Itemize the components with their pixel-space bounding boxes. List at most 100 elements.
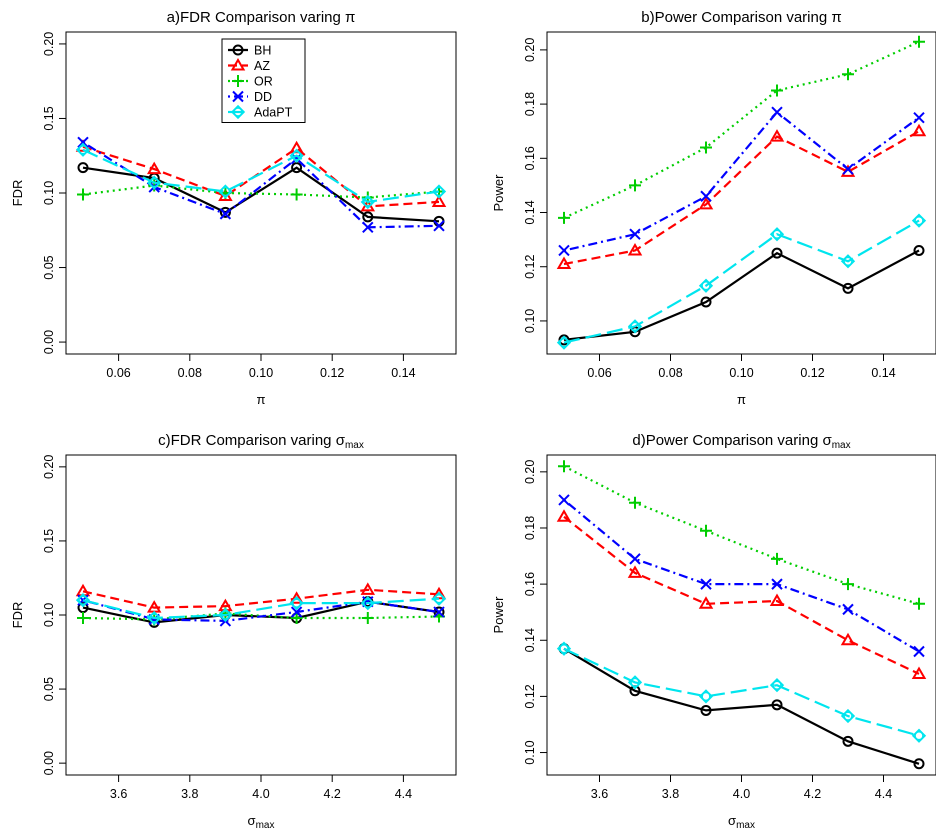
- x-tick-label: 3.8: [662, 787, 679, 801]
- data-point: [556, 641, 572, 656]
- data-point: [291, 162, 303, 174]
- legend-label: OR: [254, 75, 273, 89]
- data-point: [431, 184, 447, 199]
- data-point: [627, 565, 643, 578]
- legend-label: AZ: [254, 59, 270, 73]
- data-point: [290, 611, 303, 624]
- y-axis-label: FDR: [10, 602, 25, 629]
- data-point: [361, 611, 374, 624]
- data-point: [842, 578, 854, 591]
- data-point: [911, 123, 927, 137]
- series-az: [556, 509, 927, 679]
- data-point: [913, 35, 925, 48]
- data-point: [769, 678, 785, 693]
- data-point: [558, 211, 570, 224]
- x-tick-label: 0.08: [658, 366, 682, 380]
- y-tick-label: 0.10: [42, 181, 56, 205]
- plot-frame: [546, 454, 936, 776]
- data-point: [556, 335, 572, 350]
- y-tick-label: 0.18: [523, 516, 537, 540]
- data-point: [842, 68, 854, 81]
- y-tick-label: 0.10: [42, 603, 56, 627]
- data-point: [627, 242, 643, 256]
- data-point: [627, 675, 643, 690]
- data-point: [147, 175, 162, 190]
- series-az: [75, 582, 447, 613]
- data-point: [913, 645, 925, 658]
- legend-entry-dd: DD: [228, 90, 272, 104]
- x-tick-label: 4.2: [324, 787, 341, 801]
- data-point: [360, 194, 375, 210]
- data-point: [769, 227, 785, 242]
- data-point: [147, 610, 162, 626]
- data-point: [769, 129, 785, 142]
- y-axis-label: Power: [491, 596, 506, 634]
- data-point: [556, 509, 572, 522]
- data-point: [558, 334, 570, 346]
- series-bh: [558, 244, 925, 346]
- series-line: [563, 647, 920, 737]
- data-point: [629, 228, 641, 240]
- data-point: [771, 106, 783, 118]
- plot-frame: [546, 31, 936, 355]
- y-tick-label: 0.15: [42, 106, 56, 130]
- data-point: [771, 578, 783, 590]
- legend-marker: [230, 58, 246, 71]
- data-point: [77, 611, 89, 624]
- data-point: [771, 247, 783, 259]
- y-tick-label: 0.10: [523, 309, 537, 333]
- legend-entry-az: AZ: [228, 58, 270, 73]
- series-dd: [558, 494, 925, 658]
- y-tick-label: 0.12: [523, 684, 537, 708]
- x-tick-label: 0.06: [106, 366, 130, 380]
- series-adapt: [556, 641, 927, 743]
- data-point: [700, 141, 712, 154]
- y-axis-label: Power: [491, 174, 506, 212]
- legend-marker: [232, 75, 244, 87]
- data-point: [840, 708, 856, 724]
- y-tick-label: 0.10: [523, 740, 537, 764]
- legend-marker: [232, 90, 244, 103]
- x-tick-label: 0.14: [391, 366, 415, 380]
- x-tick-label: 0.08: [178, 366, 202, 380]
- data-point: [219, 206, 231, 218]
- series-line: [563, 647, 920, 765]
- series-or: [77, 179, 445, 204]
- panel-title: c)FDR Comparison varing σmax: [158, 432, 364, 451]
- x-axis-label: π: [257, 392, 266, 407]
- y-tick-label: 0.16: [523, 146, 537, 170]
- data-point: [558, 244, 570, 257]
- data-point: [433, 220, 445, 232]
- chart-panel-2: b)Power Comparison varing π 0.06 0.08 0.10 0…: [491, 9, 936, 407]
- series-or: [558, 35, 925, 224]
- data-point: [218, 184, 233, 199]
- data-point: [698, 278, 714, 293]
- data-point: [842, 282, 854, 294]
- series-line: [563, 40, 920, 219]
- legend-entry-adapt: AdaPT: [228, 104, 293, 120]
- x-tick-label: 0.06: [587, 366, 611, 380]
- data-point: [840, 632, 856, 646]
- y-axis-label: FDR: [10, 180, 25, 207]
- series-or: [558, 460, 925, 610]
- x-tick-label: 4.4: [395, 787, 412, 801]
- data-point: [431, 591, 447, 606]
- x-tick-label: 0.14: [871, 366, 895, 380]
- data-point: [629, 496, 641, 509]
- y-tick-label: 0.00: [42, 330, 56, 354]
- data-point: [913, 111, 925, 124]
- legend-entry-or: OR: [228, 75, 273, 89]
- data-point: [913, 597, 925, 610]
- data-point: [360, 596, 375, 611]
- legend-marker: [232, 44, 244, 56]
- data-point: [913, 244, 925, 256]
- data-point: [911, 728, 927, 743]
- data-point: [771, 699, 783, 711]
- legend-label: BH: [254, 44, 271, 58]
- series-line: [563, 465, 920, 605]
- data-point: [769, 593, 785, 606]
- x-tick-label: 3.6: [591, 787, 608, 801]
- series-adapt: [75, 591, 447, 626]
- data-point: [700, 190, 712, 202]
